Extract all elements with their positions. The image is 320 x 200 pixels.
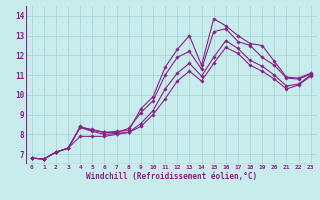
X-axis label: Windchill (Refroidissement éolien,°C): Windchill (Refroidissement éolien,°C) — [86, 172, 257, 181]
